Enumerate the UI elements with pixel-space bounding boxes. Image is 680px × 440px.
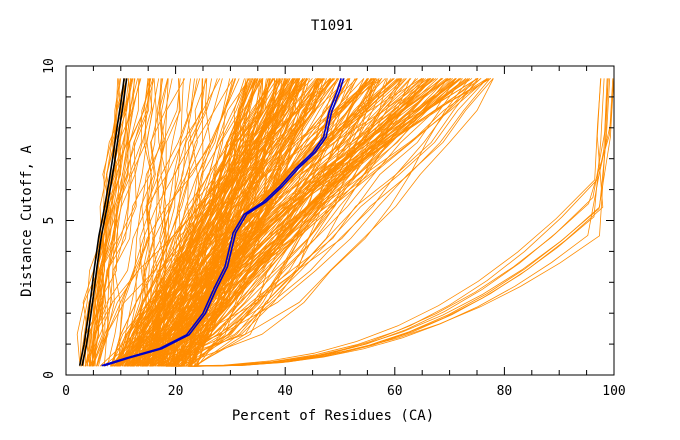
background-series-line-267 (131, 78, 339, 367)
background-series-line-313 (112, 78, 269, 367)
background-series-line-286 (176, 78, 278, 367)
background-series-line-257 (141, 78, 358, 367)
background-series-line-300 (141, 78, 331, 367)
background-series-line-27 (88, 78, 131, 367)
background-series-line-34 (117, 78, 195, 367)
background-series-line-248 (115, 78, 373, 367)
axis-ticks: 0 20 40 60 80 100 0 5 10 (42, 58, 626, 399)
x-axis-label: Percent of Residues (CA) (232, 408, 434, 424)
highlight-series-group (78, 78, 345, 367)
background-series-line-25 (96, 78, 141, 367)
background-series-line-322 (174, 78, 452, 367)
background-series-line-284 (113, 78, 274, 367)
highlight-series-line-1-b (103, 78, 345, 367)
background-series-line-29 (89, 78, 128, 367)
background-series-line-290 (152, 78, 490, 367)
background-series-line-311 (110, 78, 491, 367)
x-tick-label-5: 100 (602, 384, 625, 399)
background-series-line-240 (190, 78, 297, 367)
background-series-line-250 (167, 78, 469, 367)
background-series-line-22 (80, 78, 119, 367)
background-series-line-260 (146, 78, 275, 367)
background-series-line-227 (182, 78, 423, 367)
background-series-line-15 (93, 78, 130, 367)
background-series-line-165 (150, 78, 463, 367)
background-series-line-288 (126, 78, 423, 367)
background-series-line-88 (112, 78, 218, 367)
background-series-group (76, 78, 615, 367)
background-series-line-14 (85, 78, 140, 367)
background-series-line-59 (107, 78, 153, 367)
background-series-line-334 (175, 78, 615, 367)
background-series-line-317 (139, 78, 386, 367)
highlight-series-line-0-b (81, 78, 128, 366)
x-tick-label-1: 20 (168, 384, 184, 399)
background-series-line-320 (164, 78, 411, 367)
background-series-line-38 (138, 78, 153, 367)
y-tick-label-0: 0 (42, 371, 57, 379)
background-series-line-321 (179, 78, 457, 367)
background-series-line-291 (118, 78, 306, 367)
highlight-series-line-0-a (78, 78, 125, 366)
background-series-line-305 (168, 78, 377, 367)
background-series-line-273 (110, 78, 253, 367)
background-series-line-122 (132, 78, 494, 367)
y-axis-label: Distance Cutoff, A (19, 145, 35, 297)
background-series-line-333 (188, 78, 608, 367)
background-series-line-209 (189, 78, 457, 367)
x-tick-label-4: 80 (497, 384, 513, 399)
background-series-line-13 (91, 78, 151, 367)
background-series-line-298 (194, 78, 267, 367)
background-series-line-324 (168, 78, 407, 367)
background-series-line-316 (173, 78, 319, 367)
background-series-line-332 (190, 78, 609, 367)
background-series-line-97 (98, 78, 186, 367)
background-series-line-206 (131, 78, 383, 367)
background-series-line-91 (84, 78, 240, 367)
background-series-line-246 (157, 78, 403, 367)
x-tick-label-3: 60 (387, 384, 403, 399)
background-series-line-230 (189, 78, 308, 367)
background-series-line-299 (167, 78, 289, 367)
background-series-line-28 (85, 78, 122, 367)
background-series-line-229 (177, 78, 470, 367)
background-series-line-281 (161, 78, 299, 367)
background-series-line-67 (155, 78, 166, 367)
background-series-line-309 (116, 78, 331, 367)
background-series-line-112 (196, 78, 442, 367)
background-series-line-283 (139, 78, 308, 367)
background-series-line-87 (96, 78, 221, 367)
background-series-line-297 (178, 78, 301, 367)
background-series-line-24 (89, 78, 154, 367)
background-series-line-253 (125, 78, 275, 367)
x-tick-label-2: 40 (277, 384, 293, 399)
background-series-line-82 (145, 78, 157, 367)
background-series-line-95 (103, 78, 201, 367)
background-series-line-312 (129, 78, 298, 367)
background-series-line-89 (132, 78, 206, 367)
background-series-line-304 (141, 78, 423, 367)
background-series-line-164 (118, 78, 295, 367)
y-tick-label-1: 5 (42, 217, 57, 225)
background-series-line-306 (146, 78, 282, 367)
background-series-line-319 (135, 78, 478, 367)
background-series-line-119 (149, 78, 494, 367)
background-series-line-314 (177, 78, 395, 367)
background-series-line-279 (116, 78, 349, 367)
background-series-line-328 (170, 78, 602, 367)
background-series-line-193 (127, 78, 368, 367)
highlight-series-line-1-a (101, 78, 342, 367)
x-tick-label-0: 0 (62, 384, 70, 399)
chart-title: T1091 (311, 18, 353, 34)
y-tick-label-2: 10 (42, 58, 57, 74)
